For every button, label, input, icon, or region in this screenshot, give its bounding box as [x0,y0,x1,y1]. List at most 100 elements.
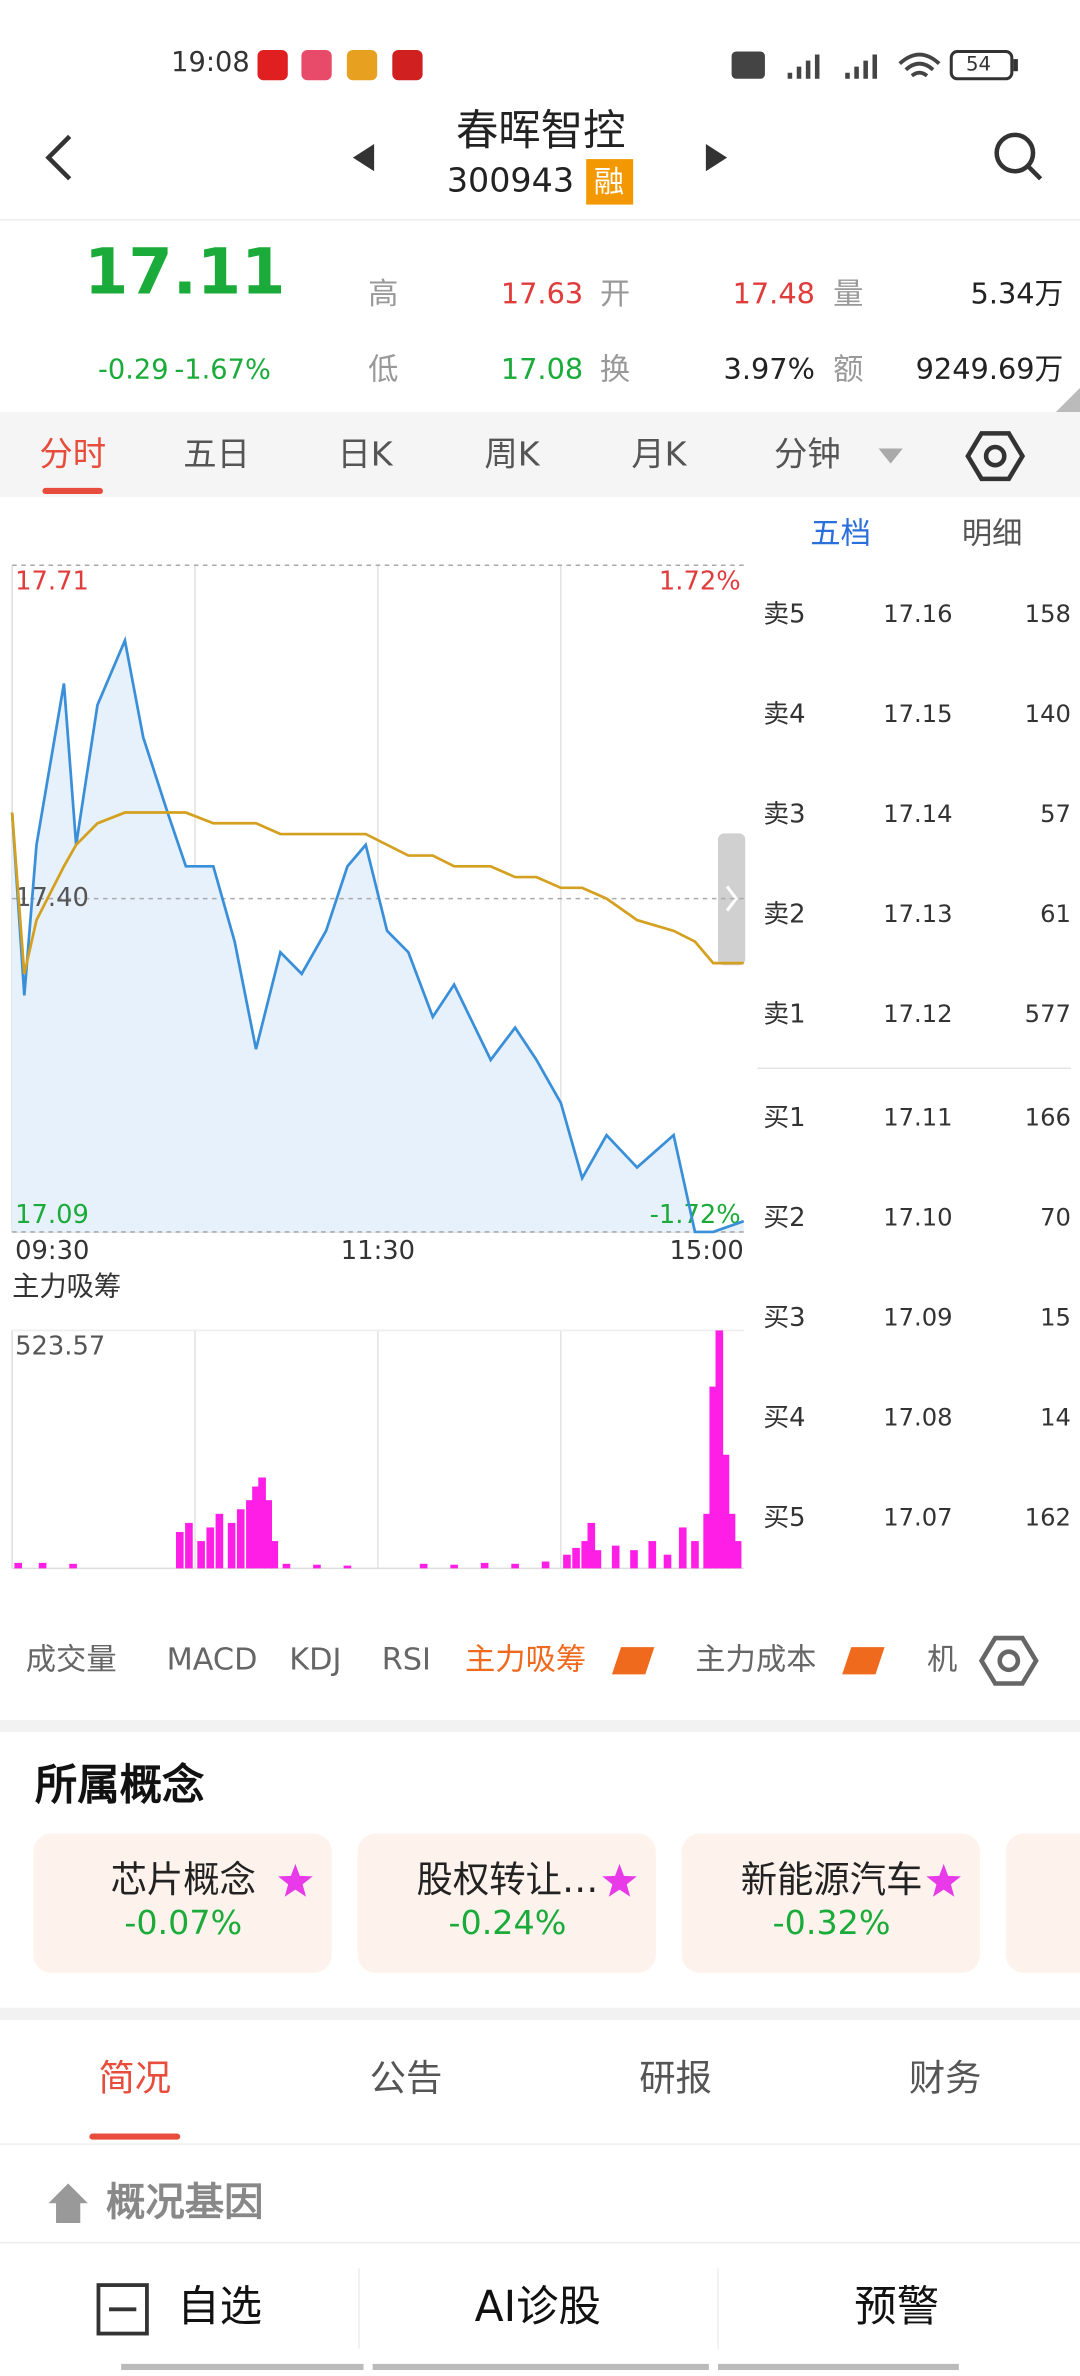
vip-badge [842,1647,885,1675]
battery-tip [1013,59,1018,72]
indicator-tab[interactable]: 机 [927,1642,957,1677]
concept-card[interactable] [681,1833,981,1973]
bottom-action[interactable]: 自选 [177,2283,262,2332]
y2-tick-label: -1.72% [650,1200,741,1230]
bar [206,1527,215,1569]
info-tab[interactable]: 研报 [639,2057,712,2100]
order-price: 17.11 [883,1102,952,1131]
concept-card[interactable] [357,1833,656,1973]
stat-value: 3.97% [724,352,815,386]
order-qty: 166 [1025,1102,1071,1131]
indicator-tab[interactable]: 成交量 [26,1642,117,1677]
info-tab[interactable]: 公告 [370,2057,443,2100]
order-label: 买2 [763,1203,805,1233]
indicator-tab[interactable]: 主力成本 [695,1642,816,1677]
search-button[interactable] [994,132,1043,181]
indicator-tab[interactable]: RSI [382,1642,431,1677]
back-button[interactable] [45,134,72,181]
bar [611,1545,620,1569]
bar [258,1477,266,1569]
period-tab[interactable]: 日K [337,435,393,474]
period-tab[interactable]: 五日 [183,435,250,474]
order-price: 17.09 [883,1302,952,1331]
stat-value: 17.48 [733,276,815,310]
stat-value: 5.34万 [971,276,1064,310]
y-tick-label: 523.57 [15,1332,105,1362]
stat-label: 量 [833,277,863,312]
bar [264,1500,272,1569]
x-tick-label: 09:30 [15,1236,89,1266]
bar [721,1454,730,1569]
bar [236,1509,245,1569]
bar [663,1554,672,1569]
order-label: 卖3 [763,800,805,830]
bar [252,1486,260,1569]
hd-icon [731,51,765,79]
handle-arrow [725,885,739,912]
settings-button[interactable] [965,431,1026,482]
order-price: 17.12 [883,999,952,1028]
period-tab[interactable]: 周K [484,435,540,474]
average-line [10,811,744,975]
period-tab[interactable]: 分钟 [774,435,841,474]
concept-pct: -0.07% [124,1903,242,1942]
order-label: 卖5 [763,600,805,630]
stat-label: 高 [368,277,398,312]
dropdown[interactable] [878,448,903,464]
indicator-settings[interactable] [978,1635,1039,1686]
order-qty: 57 [1040,799,1071,828]
order-label: 买5 [763,1503,805,1533]
info-tab[interactable]: 简况 [98,2057,171,2100]
vip-badge [611,1647,655,1675]
concept-name: 新能源汽车 [741,1858,923,1901]
bottom-action[interactable]: AI诊股 [475,2283,601,2332]
concept-card[interactable] [33,1833,332,1973]
order-tab[interactable]: 五档 [810,516,871,551]
price-line [10,635,745,1234]
order-price: 17.08 [883,1402,952,1431]
bar [270,1541,279,1569]
bar [419,1563,428,1569]
indicator-tab[interactable]: 主力吸筹 [465,1642,586,1677]
status-time: 19:08 [171,47,250,78]
bar [14,1562,23,1569]
tab-underline [42,487,104,494]
price-change-pct: -1.67% [174,355,270,386]
bar [197,1541,205,1569]
concept-card[interactable] [1005,1833,1080,1973]
bar [175,1531,184,1569]
order-label: 买3 [763,1303,805,1333]
prev-stock[interactable] [352,143,375,172]
period-tab[interactable]: 月K [631,435,687,474]
section-heading: 概况基因 [106,2179,263,2225]
indicator-tab[interactable]: KDJ [289,1642,341,1677]
order-price: 17.14 [883,799,952,828]
stat-value: 9249.69万 [916,352,1064,386]
bottom-action[interactable]: 预警 [854,2283,939,2332]
order-label: 卖4 [763,700,805,730]
stat-label: 开 [600,277,630,312]
next-stock[interactable] [705,143,728,172]
bar [69,1563,77,1569]
bar [733,1541,742,1569]
order-qty: 158 [1025,599,1071,628]
bar [511,1563,519,1569]
bar [227,1522,236,1569]
bar [313,1564,321,1569]
bar [703,1513,711,1569]
indicator-tab[interactable]: MACD [167,1642,258,1677]
period-tab[interactable]: 分时 [39,435,106,474]
app-icon [392,50,423,81]
tab-bar [0,412,1080,498]
concept-name: 芯片概念 [111,1858,256,1901]
order-price: 17.13 [883,899,952,928]
order-tab[interactable]: 明细 [962,516,1023,551]
info-tab[interactable]: 财务 [909,2057,982,2100]
order-qty: 14 [1040,1402,1071,1431]
bar [691,1541,699,1569]
bar [541,1561,550,1569]
home-icon [48,2183,88,2223]
bar [215,1513,224,1569]
stat-label: 换 [600,353,630,388]
app-icon [301,50,332,81]
